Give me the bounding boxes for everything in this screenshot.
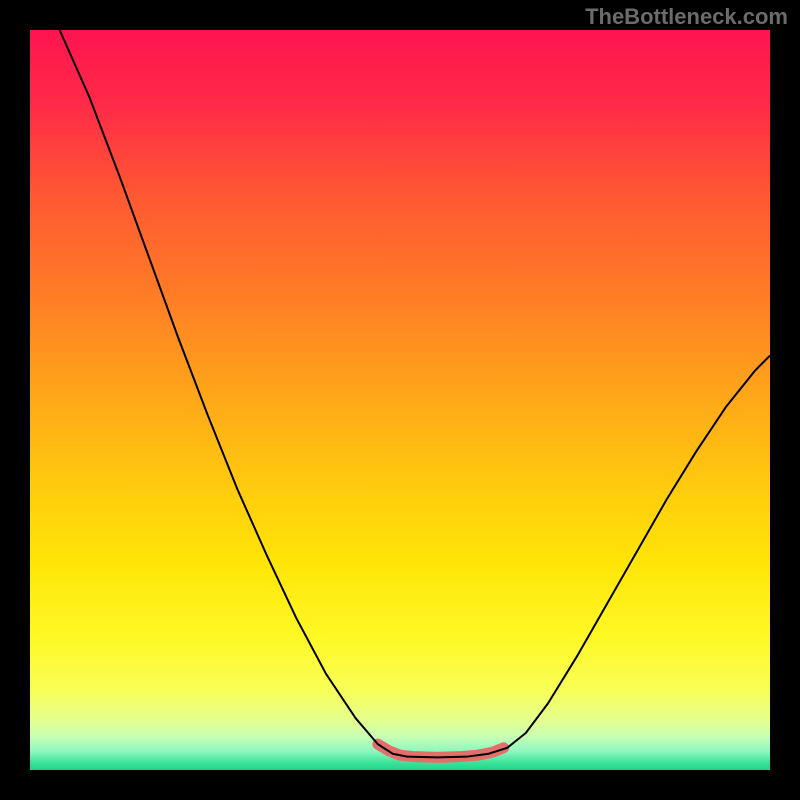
chart-container: TheBottleneck.com xyxy=(0,0,800,800)
watermark-text: TheBottleneck.com xyxy=(585,4,788,30)
bottleneck-curve xyxy=(60,30,770,757)
curve-layer xyxy=(30,30,770,770)
plot-area xyxy=(30,30,770,770)
